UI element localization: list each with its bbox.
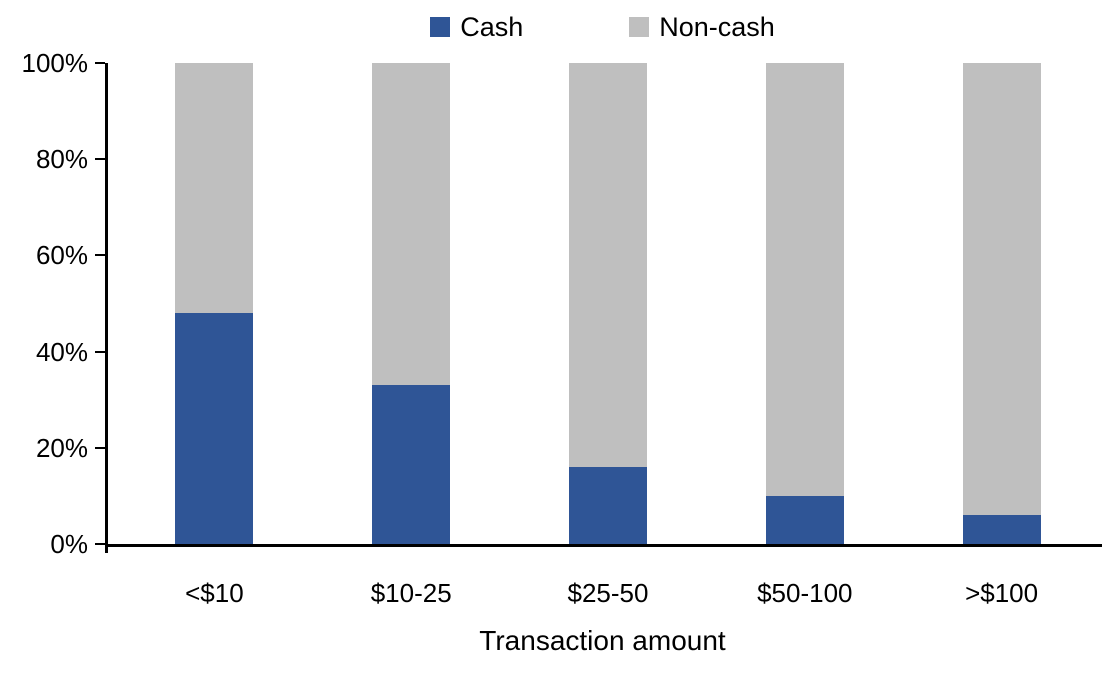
bar-segment-noncash	[175, 63, 254, 314]
cash-legend-label: Cash	[460, 12, 524, 42]
legend: Cash Non-cash	[105, 10, 1100, 44]
y-tick-label: 20%	[35, 432, 88, 463]
y-axis-stub	[105, 546, 108, 553]
x-axis-title: Transaction amount	[479, 625, 726, 656]
bar-segment-noncash	[568, 63, 647, 468]
noncash-legend-swatch	[629, 17, 650, 37]
cash-legend-swatch	[430, 17, 451, 37]
bar-segment-cash	[765, 495, 844, 544]
bar-segment-cash	[372, 385, 451, 544]
bar-segment-cash	[962, 515, 1041, 544]
y-tick	[95, 158, 105, 161]
stacked-bar	[568, 63, 647, 544]
y-tick-label: 40%	[35, 336, 88, 367]
bar-segment-noncash	[962, 63, 1041, 516]
bar-column	[313, 63, 510, 544]
y-tick-label: 0%	[50, 529, 88, 559]
x-tick-label: <$10	[185, 578, 244, 608]
y-tick	[95, 350, 105, 353]
legend-item-noncash: Non-cash	[629, 12, 775, 42]
bars-layer	[116, 63, 1100, 544]
y-tick-label: 100%	[21, 48, 89, 78]
y-tick	[95, 543, 105, 545]
legend-item-cash: Cash	[430, 12, 523, 42]
bar-column	[903, 63, 1100, 544]
plot-area	[105, 63, 1102, 547]
x-tick-label: >$100	[965, 578, 1039, 608]
stacked-bar	[175, 63, 254, 544]
noncash-legend-label: Non-cash	[659, 12, 775, 42]
bar-segment-noncash	[372, 63, 451, 386]
bar-segment-noncash	[765, 63, 844, 496]
bar-segment-cash	[568, 467, 647, 544]
bar-column	[706, 63, 903, 544]
stacked-bar	[962, 63, 1041, 544]
bar-segment-cash	[175, 313, 254, 544]
x-tick-label: $25-50	[567, 578, 649, 608]
bar-column	[510, 63, 707, 544]
y-tick	[95, 62, 105, 64]
x-tick-label: $10-25	[370, 578, 452, 608]
stacked-bar	[372, 63, 451, 544]
stacked-bar	[765, 63, 844, 544]
bar-column	[116, 63, 313, 544]
x-axis-labels: <$10 $10-25 $25-50 $50-100 >$100	[116, 578, 1100, 608]
x-tick-label: $50-100	[757, 578, 853, 608]
y-tick	[95, 446, 105, 449]
y-tick	[95, 254, 105, 257]
y-tick-label: 80%	[35, 144, 88, 175]
y-tick-label: 60%	[35, 240, 88, 271]
